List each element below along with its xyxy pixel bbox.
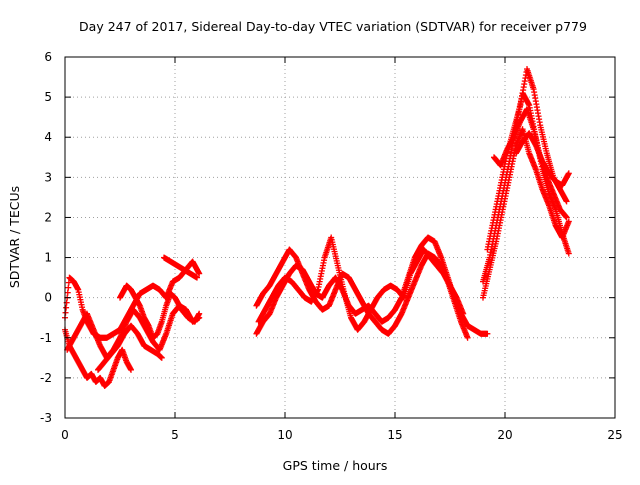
- grid: [65, 57, 615, 418]
- data-point: [65, 284, 72, 291]
- y-tick-label: -3: [40, 411, 52, 425]
- data-point: [65, 279, 72, 286]
- data-point: [63, 304, 70, 311]
- chart-title: Day 247 of 2017, Sidereal Day-to-day VTE…: [79, 19, 587, 34]
- x-tick-label: 10: [277, 428, 292, 442]
- x-tick-label: 5: [171, 428, 179, 442]
- data-point: [62, 309, 69, 316]
- data-point: [128, 366, 134, 373]
- y-axis-label: SDTVAR / TECUs: [7, 186, 22, 288]
- x-tick-label: 20: [497, 428, 512, 442]
- y-tick-label: 1: [44, 251, 52, 265]
- x-tick-label: 0: [61, 428, 69, 442]
- y-tick-label: -1: [40, 331, 52, 345]
- data-points: [62, 66, 572, 389]
- y-tick-label: 3: [44, 170, 52, 184]
- y-tick-label: 6: [44, 50, 52, 64]
- data-point: [64, 289, 71, 296]
- x-tick-label: 15: [387, 428, 402, 442]
- plot-frame: [64, 56, 616, 419]
- y-tick-label: 0: [44, 291, 52, 305]
- y-tick-label: 2: [44, 210, 52, 224]
- x-axis-label: GPS time / hours: [283, 458, 388, 473]
- y-tick-label: 4: [44, 130, 52, 144]
- x-tick-label: 25: [607, 428, 622, 442]
- data-series: [491, 106, 570, 221]
- y-tick-label: 5: [44, 90, 52, 104]
- y-tick-label: -2: [40, 371, 52, 385]
